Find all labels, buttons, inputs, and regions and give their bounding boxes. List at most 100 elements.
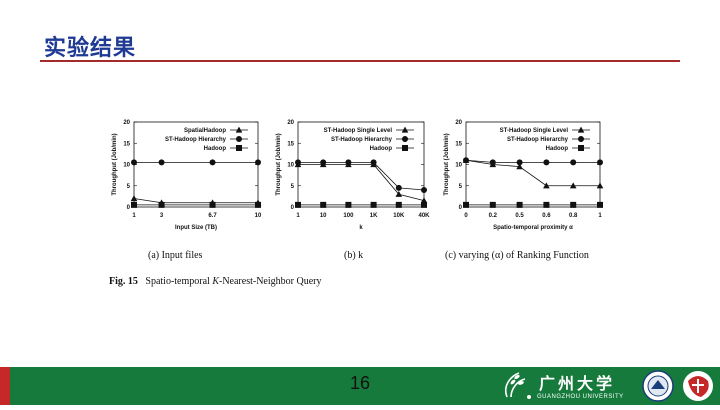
chart3-y-tick-label: 0 [459, 205, 463, 211]
chart3-legend-marker [578, 136, 584, 142]
footer-accent [0, 367, 10, 405]
chart3-series-3-point [570, 201, 577, 208]
chart1-series-2-point [255, 159, 261, 166]
chart2-series-3-point [295, 201, 301, 208]
chart1-series-3-point [158, 201, 165, 208]
chart1-x-tick-label: 6.7 [208, 213, 217, 219]
chart2-legend-label: ST-Hadoop Single Level [324, 128, 393, 134]
chart1-series-1-point [130, 195, 138, 202]
chart3-subcaption: (c) varying (α) of Ranking Function [445, 250, 589, 261]
chart2-subcaption: (b) k [344, 250, 363, 261]
chart1-series-2-point [158, 159, 165, 166]
chart1-x-tick-label: 10 [255, 213, 262, 219]
chart2-x-tick-label: 1K [370, 213, 378, 219]
chart1-legend-label: SpatialHadoop [184, 128, 226, 134]
chart2-legend-marker [402, 136, 408, 142]
chart2-x-tick-label: 10K [393, 213, 405, 219]
chart2-x-tick-label: 10 [320, 213, 327, 219]
chart3-series-3-point [543, 201, 550, 208]
chart3-series-1-point [596, 182, 604, 189]
chart1-series-3-point [209, 201, 216, 208]
chart3-series-2-point [543, 159, 550, 166]
chart2-series-2-point [295, 159, 301, 166]
chart1-x-tick-label: 1 [132, 213, 136, 219]
chart3-series-2-point [463, 157, 469, 164]
slide-title: 实验结果 [44, 36, 137, 61]
chart1-series-2-point [209, 159, 216, 166]
chart2-x-tick-label: 1 [296, 213, 300, 219]
chart3-series-2-point [489, 159, 496, 166]
figure-caption: Fig. 15 Spatio-temporal K-Nearest-Neighb… [109, 276, 321, 287]
chart1-subcaption: (a) Input files [148, 250, 203, 261]
chart1-legend-label: ST-Hadoop Hierarchy [165, 137, 227, 143]
chart3-series-1-point [543, 182, 550, 189]
chart1-x-axis-label: Input Size (TB) [175, 225, 217, 231]
chart3-x-tick-label: 0.2 [489, 213, 498, 219]
chart2-series-3-point [370, 201, 377, 208]
chart1-y-tick-label: 0 [127, 205, 131, 211]
chart3-series-3-point [463, 201, 469, 208]
chart3-legend-label: ST-Hadoop Single Level [500, 128, 569, 134]
chart2-legend-label: Hadoop [370, 146, 393, 152]
chart2-x-tick-label: 100 [343, 213, 354, 219]
chart2-y-tick-label: 10 [287, 163, 294, 169]
chart3-legend-marker [577, 126, 585, 133]
chart1-legend-marker [236, 136, 242, 142]
chart3-series-line-1 [465, 159, 600, 187]
figure: 0 5 10 15 20 1 3 6.7 10 Input Size (TB) Throughput… [100, 108, 620, 293]
chart3-plot-frame [465, 121, 601, 208]
chart3-legend-marker [578, 145, 584, 151]
chart3-y-tick-label: 20 [455, 120, 462, 126]
chart3-series-3-point [489, 201, 496, 208]
university-name-en: GUANGZHOU UNIVERSITY [537, 394, 624, 400]
chart3-legend-label: Hadoop [546, 146, 569, 152]
chart2-y-axis-label: Throughput (Job/min) [276, 133, 282, 195]
chart1-series-3-point [131, 201, 137, 208]
chart2-series-line-1 [298, 164, 425, 202]
chart3-series-2-point [570, 159, 577, 166]
chart2-series-3-point [395, 201, 402, 208]
chart2-y-tick-label: 0 [291, 205, 295, 211]
figure-caption-label: Fig. 15 [109, 276, 138, 287]
chart2-series-2-point [370, 159, 377, 166]
chart1-legend-marker [236, 145, 242, 151]
chart1-y-axis-label: Throughput (Job/min) [112, 133, 118, 195]
title-divider [40, 60, 680, 62]
figure-caption-pre: Spatio-temporal [145, 276, 213, 287]
chart3-legend-label: ST-Hadoop Hierarchy [507, 137, 569, 143]
chart2-legend-marker [402, 145, 408, 151]
chart3-series-1-point [569, 182, 577, 189]
chart1-series-line-1 [133, 198, 258, 204]
chart2-y-tick-label: 20 [287, 120, 294, 126]
chart3-x-tick-label: 1 [598, 213, 602, 219]
chart3-y-axis-label: Throughput (Job/min) [444, 133, 450, 195]
chart1-y-tick-label: 10 [123, 163, 130, 169]
figure-caption-k: K [212, 276, 219, 287]
chart3-series-1-point [516, 163, 523, 170]
chart2-series-2-point [345, 159, 352, 166]
chart3-x-tick-label: 0.6 [542, 213, 551, 219]
chart3-x-tick-label: 0.8 [569, 213, 578, 219]
chart1-y-tick-label: 20 [123, 120, 130, 126]
chart2-y-tick-label: 5 [291, 184, 295, 190]
chart2-series-3-point [345, 201, 352, 208]
chart3-x-tick-label: 0.5 [515, 213, 524, 219]
chart2-series-1-point [420, 197, 428, 204]
university-logo: 广州大学 GUANGZHOU UNIVERSITY [495, 367, 720, 405]
chart3-y-tick-label: 15 [455, 141, 462, 147]
chart2-series-2-point [421, 187, 427, 193]
chart3-series-3-point [597, 201, 603, 208]
chart2-legend-marker [401, 126, 409, 133]
chart3-y-tick-label: 10 [455, 163, 462, 169]
chart3-series-2-point [597, 159, 603, 166]
footer-bar: 16 广州大学 GUANGZHOU UNIVERSITY [0, 367, 720, 405]
chart1-legend-marker [235, 126, 243, 133]
chart2-series-1-point [395, 190, 403, 197]
chart2-series-2-point [395, 184, 402, 191]
chart2-series-3-point [320, 201, 327, 208]
chart3-series-2-point [516, 159, 523, 166]
university-emblem-icon [504, 370, 713, 402]
chart3-x-axis-label: Spatio-temporal proximity α [493, 225, 573, 231]
chart3-series-3-point [516, 201, 523, 208]
